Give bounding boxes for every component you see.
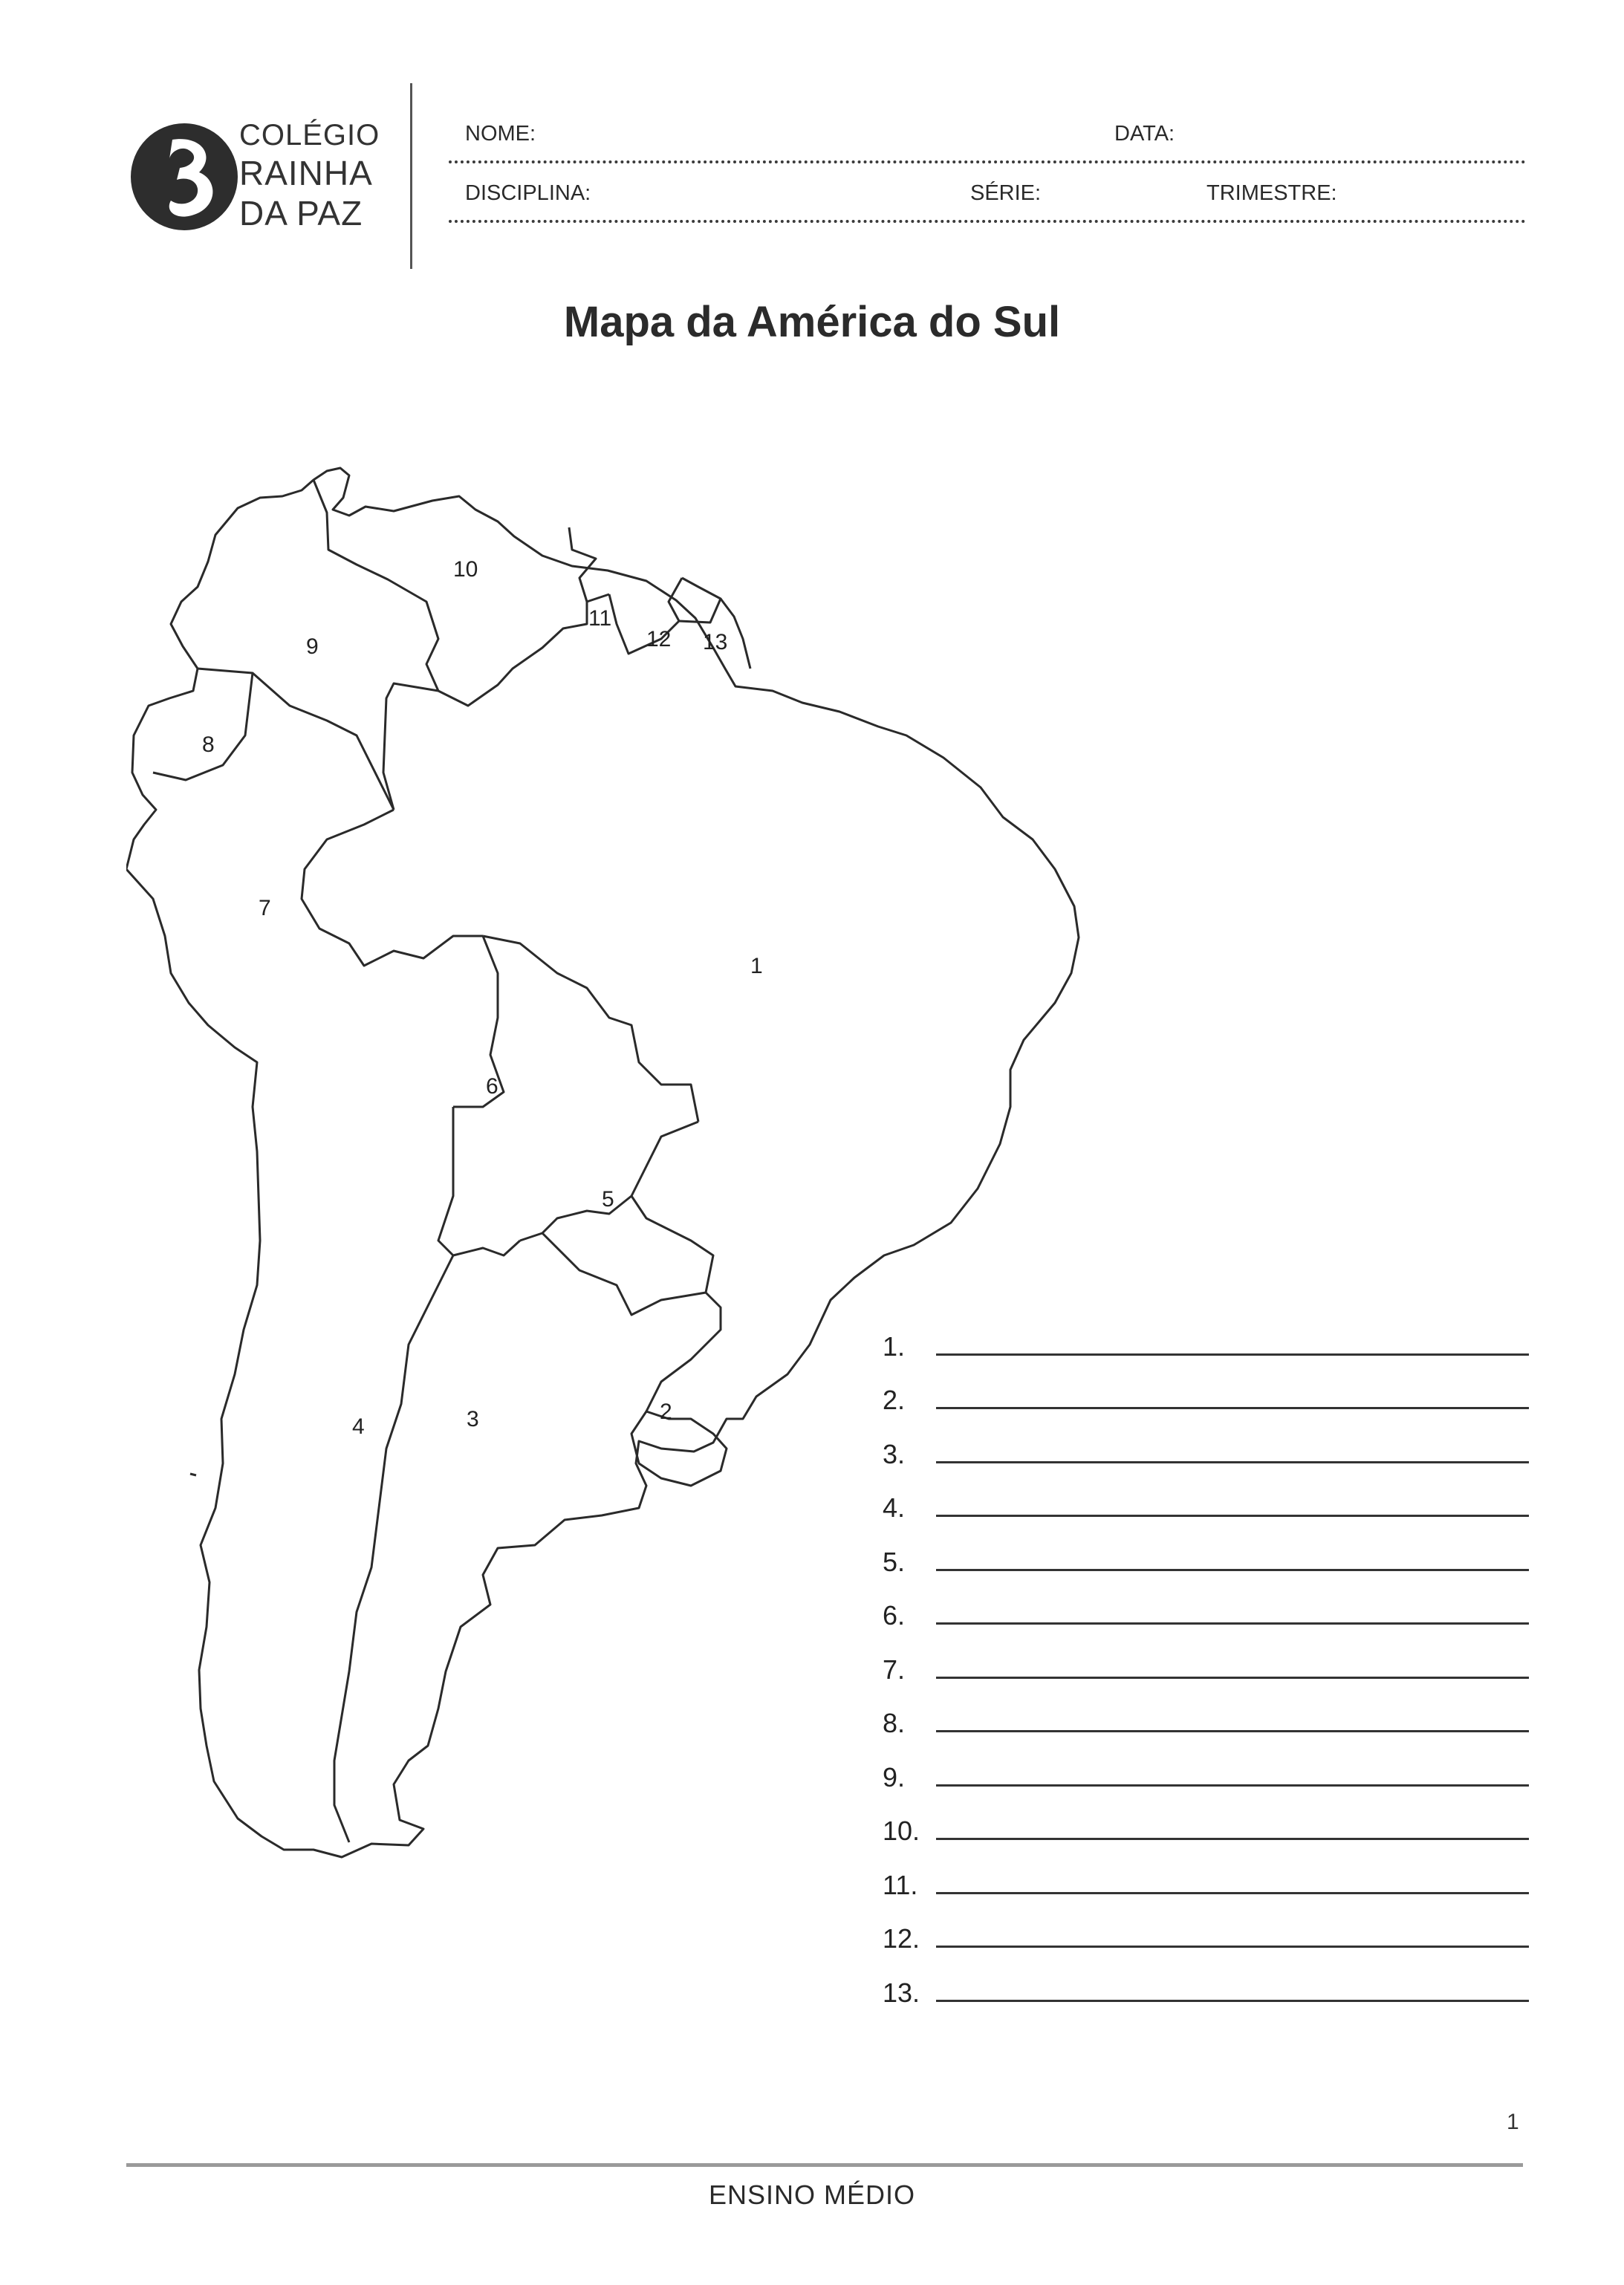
page-number: 1 <box>1507 2110 1519 2134</box>
answer-row: 9. <box>883 1737 1529 1791</box>
answer-row: 4. <box>883 1468 1529 1522</box>
answer-row: 2. <box>883 1360 1529 1414</box>
serie-label: SÉRIE: <box>970 181 1042 205</box>
disciplina-field-line[interactable] <box>449 220 1526 223</box>
trimestre-label: TRIMESTRE: <box>1206 181 1337 205</box>
border-suriname-fguiana <box>678 576 722 624</box>
border-uruguay <box>630 1410 728 1487</box>
answer-row: 10. <box>883 1791 1529 1845</box>
answer-number: 1. <box>883 1330 906 1362</box>
border-fguiana-brazil <box>719 598 752 669</box>
border-colombia-venezuela <box>312 479 440 692</box>
map-label-4: 4 <box>352 1414 365 1439</box>
answer-line[interactable] <box>936 1837 1529 1840</box>
map-label-11: 11 <box>588 606 611 631</box>
border-colombia-ecuador-peru <box>197 667 395 810</box>
logo-text-line-1: COLÉGIO <box>239 119 380 152</box>
answer-line[interactable] <box>936 1460 1529 1463</box>
answer-line[interactable] <box>936 1891 1529 1894</box>
footer-divider <box>126 2163 1523 2167</box>
map-label-1: 1 <box>750 954 763 978</box>
map-label-10: 10 <box>453 557 478 582</box>
page-title: Mapa da América do Sul <box>563 298 1061 346</box>
answer-number: 12. <box>883 1923 920 1954</box>
answer-number: 3. <box>883 1438 906 1469</box>
logo-text-line-2: RAINHA <box>239 154 373 192</box>
border-bolivia-paraguay <box>519 1120 699 1242</box>
answer-number: 13. <box>883 1977 920 2008</box>
nome-field-line[interactable] <box>449 160 1526 163</box>
map-label-13: 13 <box>703 630 727 654</box>
header-divider <box>410 83 412 269</box>
answer-number: 11. <box>883 1869 918 1900</box>
answer-line[interactable] <box>936 1999 1529 2002</box>
map-label-3: 3 <box>467 1407 479 1431</box>
answer-row: 12. <box>883 1899 1529 1953</box>
continent-outline <box>126 467 1080 1859</box>
map-label-12: 12 <box>646 627 671 651</box>
border-ecuador-peru <box>152 672 254 781</box>
border-brazil-argentina <box>645 1291 722 1412</box>
border-chile-argentina <box>333 1255 455 1843</box>
logo-mark-icon <box>131 123 238 230</box>
answer-number: 4. <box>883 1492 906 1523</box>
answer-line[interactable] <box>936 1406 1529 1409</box>
answer-line[interactable] <box>936 1353 1529 1356</box>
border-venezuela-brazil <box>438 593 610 707</box>
answer-number: 9. <box>883 1761 906 1792</box>
answer-row: 8. <box>883 1683 1529 1738</box>
footer-text: ENSINO MÉDIO <box>708 2180 916 2210</box>
answer-row: 7. <box>883 1629 1529 1683</box>
border-colombia-brazil <box>382 682 439 810</box>
border-venezuela-guyana <box>568 527 597 602</box>
answer-row: 11. <box>883 1844 1529 1899</box>
border-guyana-suriname <box>608 577 683 655</box>
answer-number: 2. <box>883 1385 906 1415</box>
answer-row: 6. <box>883 1576 1529 1630</box>
answer-line[interactable] <box>936 1729 1529 1732</box>
answer-number: 8. <box>883 1708 906 1738</box>
answer-row: 13. <box>883 1952 1529 2006</box>
border-paraguay-brazil-argentina <box>541 1195 715 1316</box>
answer-line[interactable] <box>936 1676 1529 1679</box>
answer-line[interactable] <box>936 1784 1529 1787</box>
border-peru-bolivia <box>453 935 505 1108</box>
map-label-7: 7 <box>259 896 271 920</box>
border-bolivia-brazil <box>482 935 700 1122</box>
answer-line[interactable] <box>936 1568 1529 1571</box>
answer-number: 5. <box>883 1546 906 1577</box>
nome-label: NOME: <box>465 122 536 146</box>
logo-text-line-3: DA PAZ <box>239 194 363 233</box>
map-label-8: 8 <box>202 732 215 757</box>
answer-number: 7. <box>883 1654 906 1685</box>
map-label-5: 5 <box>602 1187 614 1212</box>
answer-row: 1. <box>883 1306 1529 1360</box>
map-label-2: 2 <box>660 1400 672 1424</box>
map-label-6: 6 <box>486 1074 498 1099</box>
map-label-9: 9 <box>306 634 319 659</box>
island-juan-fernandez <box>189 1472 197 1477</box>
border-peru-brazil <box>300 808 483 967</box>
data-label: DATA: <box>1114 122 1175 146</box>
answer-number: 10. <box>883 1816 920 1846</box>
border-bolivia-argentina-chile <box>437 1107 522 1257</box>
answer-row: 3. <box>883 1414 1529 1468</box>
answer-row: 5. <box>883 1521 1529 1576</box>
south-america-map: 1 2 3 4 5 6 7 8 9 10 11 12 13 <box>126 467 1080 1859</box>
answer-line[interactable] <box>936 1514 1529 1517</box>
answer-number: 6. <box>883 1600 906 1631</box>
answer-line[interactable] <box>936 1622 1529 1625</box>
disciplina-label: DISCIPLINA: <box>465 181 591 205</box>
answer-line[interactable] <box>936 1945 1529 1948</box>
answer-list: 1. 2. 3. 4. 5. 6. 7. 8. 9. 10. 11. <box>883 1306 1529 2006</box>
school-name: COLÉGIO RAINHA DA PAZ <box>239 120 380 230</box>
